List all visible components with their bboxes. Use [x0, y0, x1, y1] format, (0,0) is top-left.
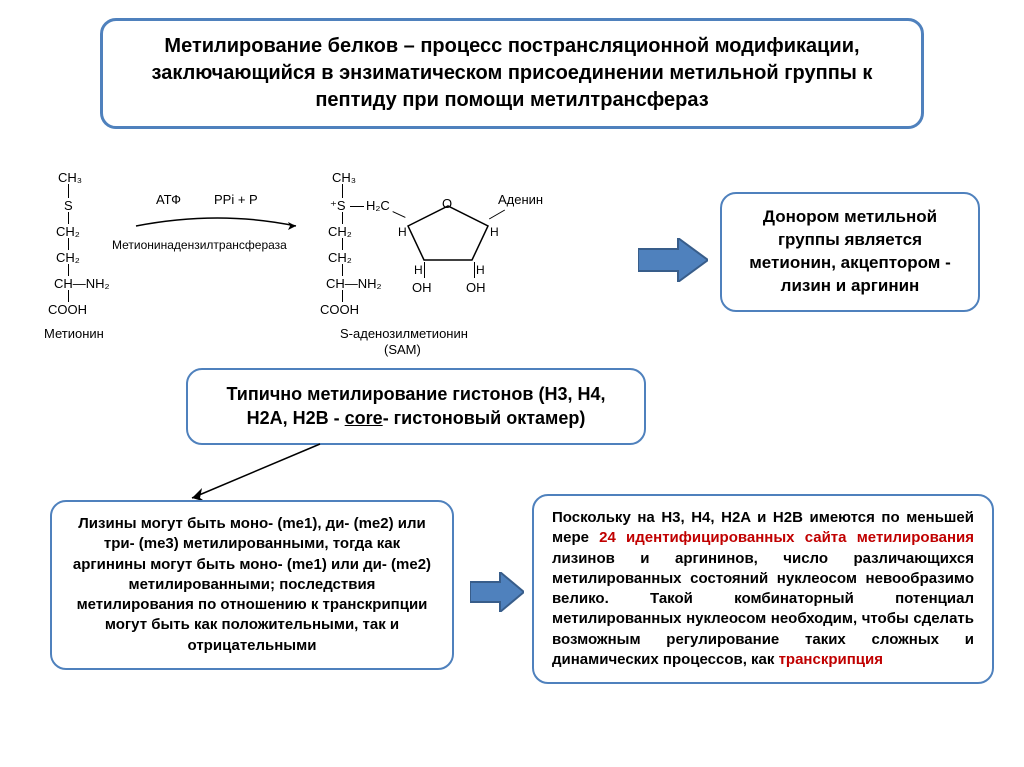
combo-mid: лизинов и аргининов, число различающихся…	[552, 550, 974, 668]
combo-text: Поскольку на H3, H4, H2A и H2B имеются п…	[552, 508, 974, 670]
arrow-lysine-to-combo	[470, 572, 524, 612]
lysine-text: Лизины могут быть моно- (me1), ди- (me2)…	[70, 514, 434, 656]
combo-red2: транскрипция	[779, 651, 883, 668]
combo-box: Поскольку на H3, H4, H2A и H2B имеются п…	[532, 494, 994, 684]
lysine-box: Лизины могут быть моно- (me1), ди- (me2)…	[50, 500, 454, 670]
combo-red1: 24 идентифицированных сайта метилировани…	[599, 529, 974, 546]
